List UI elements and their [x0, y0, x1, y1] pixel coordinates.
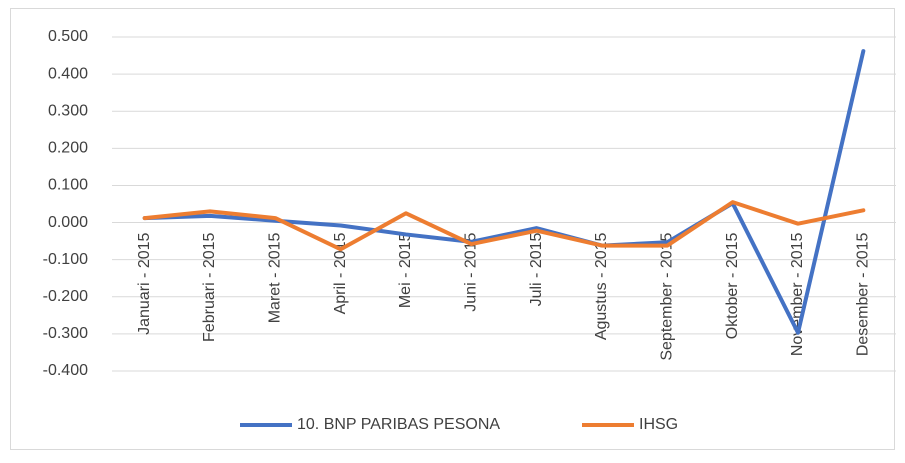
x-tick-label: April - 2015	[332, 232, 349, 314]
y-tick-label: -0.300	[43, 325, 88, 342]
y-tick-label: 0.400	[48, 65, 88, 82]
x-tick-label: November - 2015	[789, 232, 806, 356]
x-tick-label: Februari - 2015	[201, 232, 218, 341]
x-tick-label: Januari - 2015	[136, 232, 153, 334]
legend-label: IHSG	[639, 416, 678, 433]
x-tick-label: Desember - 2015	[855, 232, 872, 356]
y-tick-label: 0.500	[48, 28, 88, 45]
y-tick-label: -0.100	[43, 251, 88, 268]
x-tick-label: September - 2015	[659, 232, 676, 360]
legend-label: 10. BNP PARIBAS PESONA	[297, 416, 500, 433]
y-tick-label: -0.400	[43, 362, 88, 379]
chart-frame	[10, 8, 895, 450]
x-tick-label: Oktober - 2015	[724, 232, 741, 339]
y-tick-label: 0.300	[48, 102, 88, 119]
series-line	[142, 200, 866, 252]
y-tick-label: 0.000	[48, 214, 88, 231]
x-tick-label: Juni - 2015	[463, 232, 480, 311]
x-tick-label: Mei - 2015	[397, 232, 414, 308]
y-tick-label: 0.200	[48, 140, 88, 157]
x-tick-label: Juli - 2015	[528, 232, 545, 306]
y-tick-label: 0.100	[48, 177, 88, 194]
x-tick-label: Agustus - 2015	[593, 232, 610, 340]
series-line	[142, 49, 866, 335]
y-tick-label: -0.200	[43, 288, 88, 305]
x-tick-label: Maret - 2015	[267, 232, 284, 323]
